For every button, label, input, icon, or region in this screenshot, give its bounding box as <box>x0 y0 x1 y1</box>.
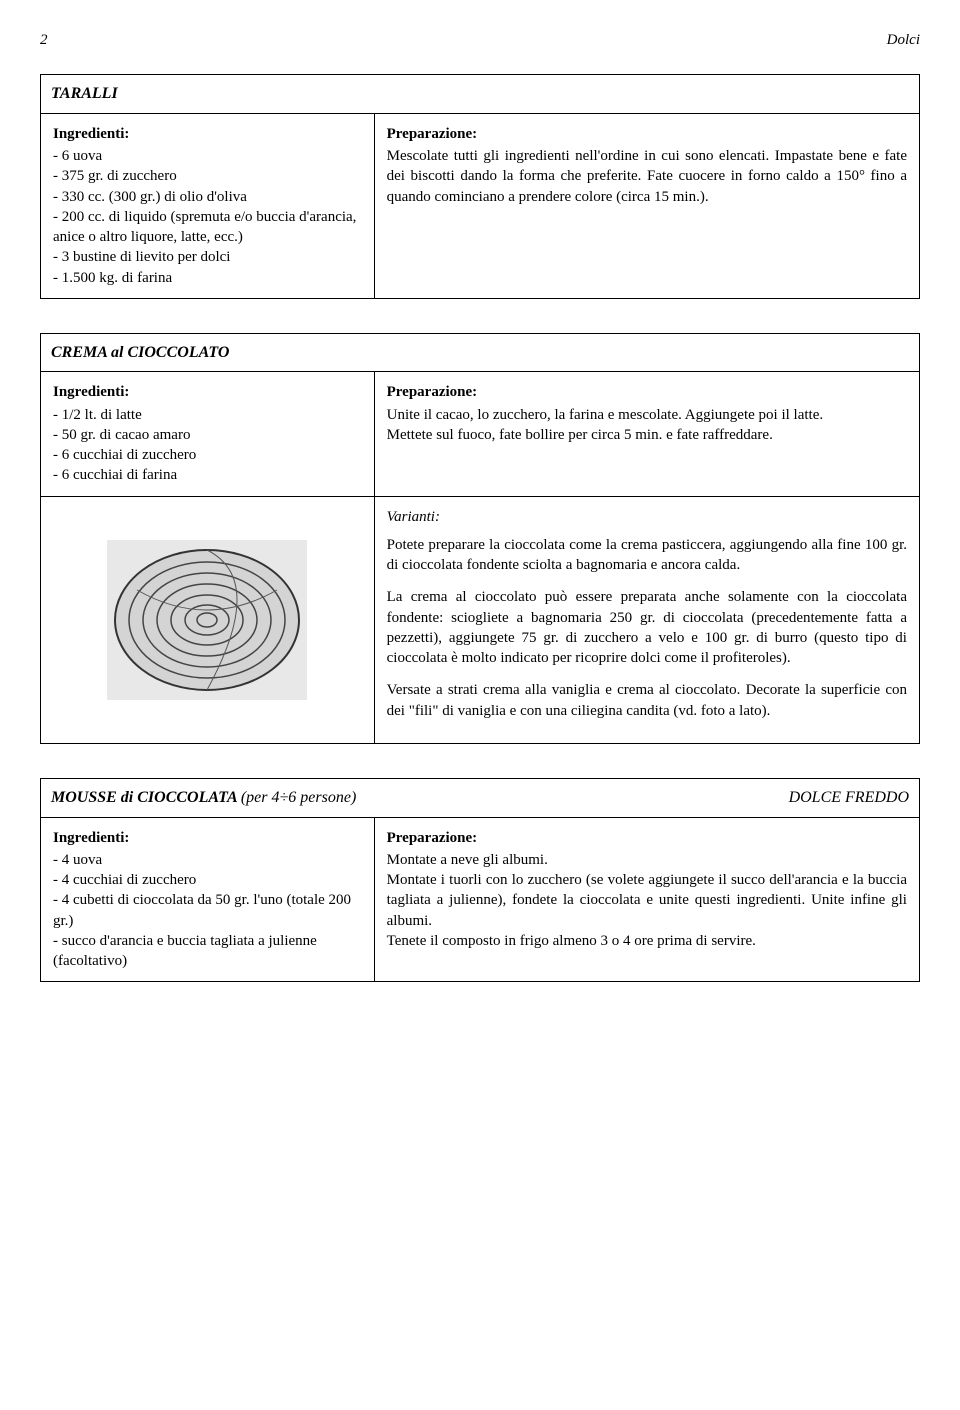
preparation-text: Unite il cacao, lo zucchero, la farina e… <box>387 405 907 446</box>
preparation-label: Preparazione: <box>387 124 907 144</box>
variant-text-cell: Varianti: Potete preparare la cioccolata… <box>375 497 919 743</box>
recipe-crema-cioccolato: CREMA al CIOCCOLATO Ingredienti: - 1/2 l… <box>40 333 920 744</box>
section-name: Dolci <box>887 30 920 50</box>
recipe-title: CREMA al CIOCCOLATO <box>41 334 919 373</box>
preparation-label: Preparazione: <box>387 828 907 848</box>
preparation-text: Mescolate tutti gli ingredienti nell'ord… <box>387 146 907 207</box>
recipe-body: Ingredienti: - 4 uova - 4 cucchiai di zu… <box>41 818 919 982</box>
variant-image-cell <box>41 497 375 743</box>
page-header: 2 Dolci <box>40 30 920 50</box>
dessert-illustration <box>107 540 307 700</box>
recipe-tag: DOLCE FREDDO <box>789 787 909 809</box>
title-text: TARALLI <box>51 83 118 105</box>
ingredients-label: Ingredienti: <box>53 124 362 144</box>
ingredients-column: Ingredienti: - 6 uova - 375 gr. di zucch… <box>41 114 375 298</box>
recipe-mousse-cioccolata: MOUSSE di CIOCCOLATA (per 4÷6 persone) D… <box>40 778 920 982</box>
variant-row: Varianti: Potete preparare la cioccolata… <box>41 496 919 743</box>
preparation-column: Preparazione: Montate a neve gli albumi.… <box>375 818 919 982</box>
recipe-taralli: TARALLI Ingredienti: - 6 uova - 375 gr. … <box>40 74 920 299</box>
variant-paragraph: Potete preparare la cioccolata come la c… <box>387 535 907 576</box>
title-text: CREMA al CIOCCOLATO <box>51 342 229 364</box>
title-subtitle: (per 4÷6 persone) <box>241 789 356 806</box>
ingredients-column: Ingredienti: - 1/2 lt. di latte - 50 gr.… <box>41 372 375 495</box>
variant-paragraph: Versate a strati crema alla vaniglia e c… <box>387 680 907 721</box>
ingredients-label: Ingredienti: <box>53 382 362 402</box>
recipe-body: Ingredienti: - 1/2 lt. di latte - 50 gr.… <box>41 372 919 495</box>
ingredients-list: - 4 uova - 4 cucchiai di zucchero - 4 cu… <box>53 850 362 972</box>
preparation-column: Preparazione: Mescolate tutti gli ingred… <box>375 114 919 298</box>
ingredients-list: - 6 uova - 375 gr. di zucchero - 330 cc.… <box>53 146 362 288</box>
recipe-body: Ingredienti: - 6 uova - 375 gr. di zucch… <box>41 114 919 298</box>
variant-paragraph: La crema al cioccolato può essere prepar… <box>387 587 907 668</box>
recipe-title: TARALLI <box>41 75 919 114</box>
ingredients-list: - 1/2 lt. di latte - 50 gr. di cacao ama… <box>53 405 362 486</box>
recipe-title: MOUSSE di CIOCCOLATA (per 4÷6 persone) D… <box>41 779 919 818</box>
preparation-text: Montate a neve gli albumi. Montate i tuo… <box>387 850 907 951</box>
preparation-column: Preparazione: Unite il cacao, lo zuccher… <box>375 372 919 495</box>
title-text: MOUSSE di CIOCCOLATA <box>51 789 237 806</box>
preparation-label: Preparazione: <box>387 382 907 402</box>
ingredients-column: Ingredienti: - 4 uova - 4 cucchiai di zu… <box>41 818 375 982</box>
page-number: 2 <box>40 30 48 50</box>
ingredients-label: Ingredienti: <box>53 828 362 848</box>
variant-label: Varianti: <box>387 507 907 527</box>
